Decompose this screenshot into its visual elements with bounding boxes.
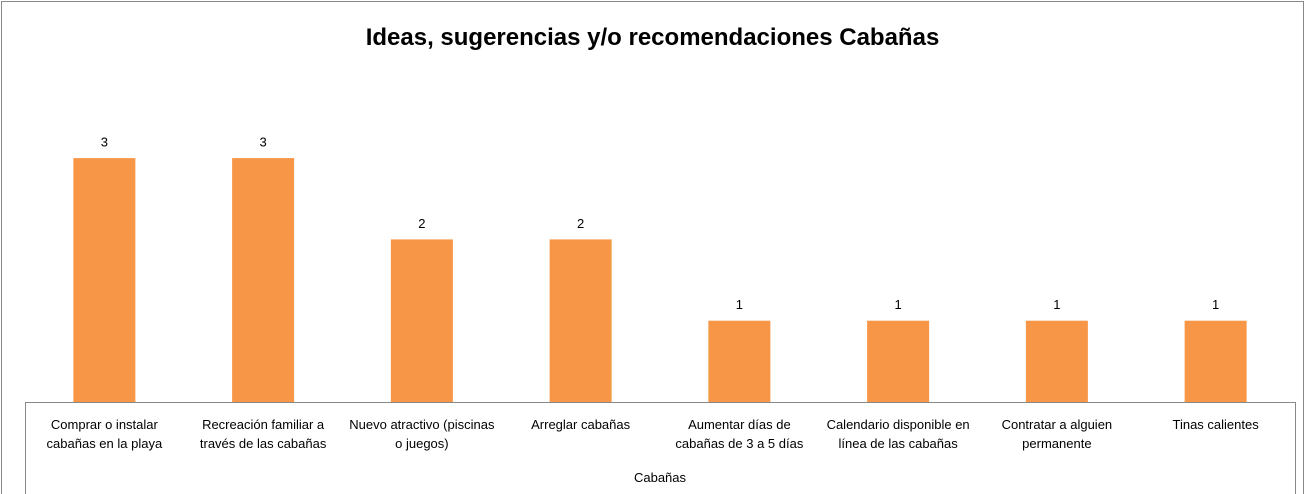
data-label: 2 — [577, 216, 584, 231]
x-tick-label: Calendario disponible en línea de las ca… — [826, 417, 970, 451]
category-axis-box — [25, 402, 1296, 494]
x-tick-label: Recreación familiar a través de las caba… — [199, 417, 327, 451]
data-label: 3 — [101, 135, 108, 150]
data-label: 1 — [1212, 297, 1219, 312]
data-label: 3 — [260, 135, 267, 150]
data-label: 2 — [418, 216, 425, 231]
x-tick-label: Arreglar cabañas — [531, 417, 631, 432]
x-tick-label: Aumentar días de cabañas de 3 a 5 días — [675, 417, 804, 451]
chart-title: Ideas, sugerencias y/o recomendaciones C… — [365, 24, 940, 51]
x-tick-label: Comprar o instalar cabañas en la playa — [46, 417, 163, 451]
x-tick-label: Tinas calientes — [1172, 417, 1259, 432]
bar — [867, 320, 930, 402]
bar — [549, 239, 612, 402]
bar — [390, 239, 453, 402]
bar — [1184, 320, 1247, 402]
x-tick-label: Contratar a alguien permanente — [1001, 417, 1113, 451]
bar — [708, 320, 771, 402]
bar — [232, 158, 295, 402]
bar — [1025, 320, 1088, 402]
data-label: 1 — [736, 297, 743, 312]
bar — [73, 158, 136, 402]
x-axis-title: Cabañas — [633, 470, 687, 485]
data-label: 1 — [895, 297, 902, 312]
data-label: 1 — [1053, 297, 1060, 312]
x-tick-label: Nuevo atractivo (piscinas o juegos) — [349, 417, 495, 451]
